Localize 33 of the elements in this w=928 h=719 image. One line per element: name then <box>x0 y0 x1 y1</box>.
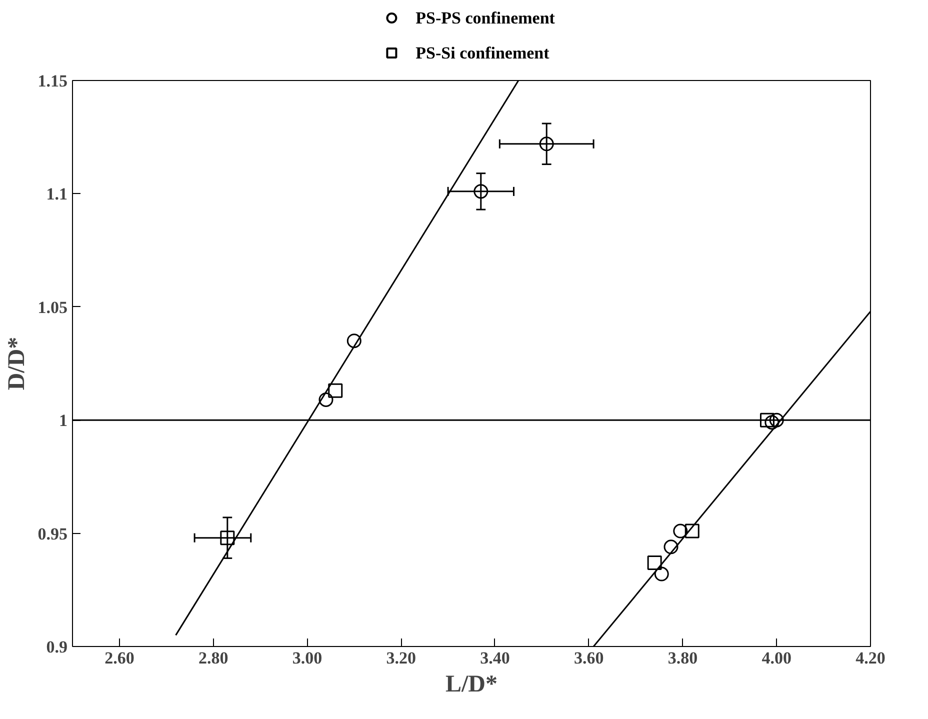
x-tick-label: 3.20 <box>386 648 416 668</box>
point <box>673 524 688 538</box>
point <box>764 415 780 430</box>
x-tick-label: 2.80 <box>198 648 228 668</box>
point <box>654 566 669 582</box>
y-tick-label: 1.1 <box>46 184 68 204</box>
y-tick-label: 0.95 <box>38 524 68 544</box>
point <box>647 555 662 570</box>
point <box>769 412 784 428</box>
x-tick-label: 3.60 <box>574 648 604 668</box>
point <box>760 412 774 428</box>
point <box>318 392 334 407</box>
y-tick-label: 1.05 <box>38 298 68 317</box>
point <box>684 524 700 538</box>
legend-label: PS-PS confinement <box>416 8 556 28</box>
y-tick-label: 1.15 <box>38 72 68 90</box>
x-tick-label: 2.60 <box>104 648 134 668</box>
point <box>220 530 235 546</box>
legend-label: PS-Si confinement <box>416 44 550 62</box>
point <box>328 383 343 398</box>
y-axis-title: D/D* <box>4 336 30 390</box>
point <box>539 136 554 152</box>
x-tick-label: 3.40 <box>480 648 510 668</box>
point <box>664 540 678 554</box>
point <box>346 334 362 348</box>
y-tick-label: 1 <box>59 411 68 430</box>
x-tick-label: 4.20 <box>856 648 886 668</box>
x-tick-label: 3.00 <box>292 648 322 668</box>
y-tick-label: 0.9 <box>46 638 68 656</box>
x-tick-label: 3.80 <box>668 648 698 668</box>
point <box>474 184 488 199</box>
x-tick-label: 4.00 <box>762 648 792 668</box>
x-axis-title: L/D* <box>445 672 498 698</box>
